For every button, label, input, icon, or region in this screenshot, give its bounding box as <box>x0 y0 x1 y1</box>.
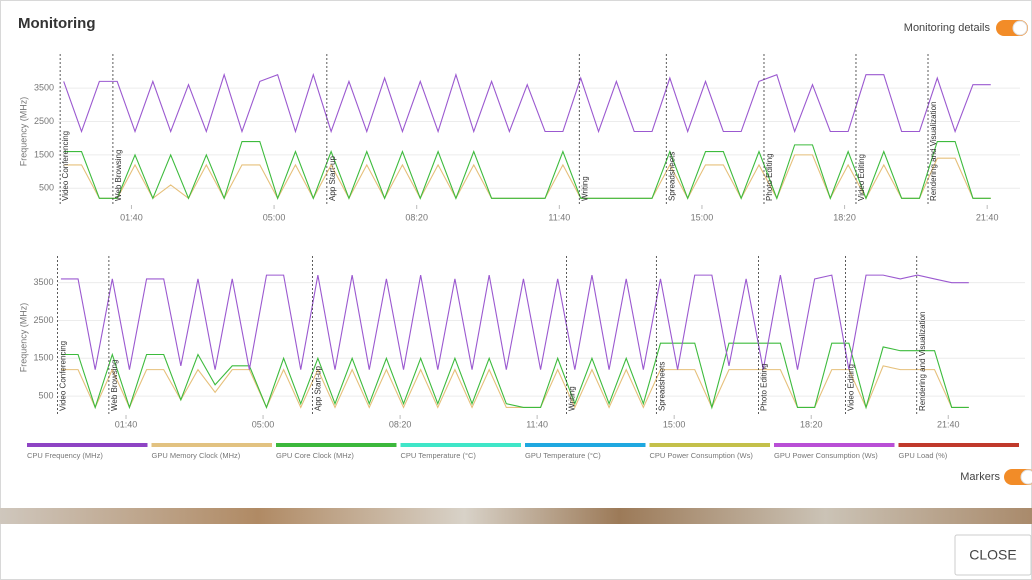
legend-swatch <box>525 443 646 447</box>
legend-label: GPU Load (%) <box>899 451 948 460</box>
marker-label: Photo Editing <box>765 153 774 201</box>
legend-label: GPU Temperature (°C) <box>525 451 601 460</box>
x-tick-label: 15:00 <box>663 419 686 429</box>
marker-label: Web Browsing <box>114 150 123 201</box>
marker-label: Video Editing <box>847 364 856 411</box>
marker-label: App Start-up <box>328 156 337 201</box>
toggle-knob <box>1020 469 1032 485</box>
marker-label: App Start-up <box>314 366 323 411</box>
legend-label: GPU Memory Clock (MHz) <box>152 451 241 460</box>
legend-swatch <box>151 443 272 447</box>
series-line <box>63 140 991 200</box>
marker-label: Video Editing <box>857 154 866 201</box>
marker-label: Rendering and Visualization <box>918 312 927 411</box>
x-tick-label: 01:40 <box>120 212 143 222</box>
y-tick-label: 2500 <box>34 116 54 126</box>
marker-label: Video Conferencing <box>61 131 70 201</box>
markers-toggle[interactable] <box>1004 469 1032 485</box>
toggle-label: Markers <box>960 471 1000 483</box>
legend-label: CPU Temperature (°C) <box>401 451 477 460</box>
legend-swatch <box>774 443 895 447</box>
background-image-strip <box>0 508 1032 524</box>
x-tick-label: 05:00 <box>263 212 286 222</box>
marker-label: Writing <box>568 386 577 411</box>
x-tick-label: 11:40 <box>548 212 570 222</box>
toggle-label: Monitoring details <box>904 22 991 34</box>
series-line <box>63 72 991 134</box>
monitoring-details-toggle[interactable] <box>996 20 1028 36</box>
legend-label: CPU Power Consumption (Ws) <box>650 451 754 460</box>
x-tick-label: 08:20 <box>389 419 412 429</box>
legend-swatch <box>27 443 148 447</box>
x-tick-label: 11:40 <box>526 419 548 429</box>
marker-label: Video Conferencing <box>59 341 68 411</box>
x-tick-label: 08:20 <box>405 212 428 222</box>
marker-label: Photo Editing <box>760 363 769 411</box>
series-line <box>60 342 969 410</box>
x-tick-label: 15:00 <box>691 212 714 222</box>
legend-label: GPU Power Consumption (Ws) <box>774 451 878 460</box>
close-button-label[interactable]: CLOSE <box>969 547 1016 563</box>
marker-label: Spreadsheets <box>657 362 666 411</box>
x-tick-label: 21:40 <box>937 419 960 429</box>
series-line <box>60 365 969 409</box>
marker-label: Rendering and Visualization <box>929 102 938 201</box>
close-button[interactable] <box>954 534 1032 576</box>
x-tick-label: 05:00 <box>252 419 275 429</box>
y-axis-label: Frequency (MHz) <box>18 303 28 373</box>
marker-label: Web Browsing <box>110 360 119 411</box>
y-tick-label: 500 <box>39 183 54 193</box>
x-tick-label: 01:40 <box>115 419 138 429</box>
marker-label: Writing <box>580 176 589 201</box>
y-tick-label: 2500 <box>33 315 53 325</box>
y-tick-label: 1500 <box>33 353 53 363</box>
legend-swatch <box>276 443 397 447</box>
legend-label: GPU Core Clock (MHz) <box>276 451 354 460</box>
x-tick-label: 18:20 <box>833 212 856 222</box>
y-tick-label: 500 <box>38 390 53 400</box>
y-tick-label: 1500 <box>34 149 54 159</box>
y-axis-label: Frequency (MHz) <box>18 97 28 167</box>
dialog-title: Monitoring <box>18 15 95 32</box>
x-tick-label: 21:40 <box>976 212 999 222</box>
legend-swatch <box>649 443 770 447</box>
toggle-knob <box>1012 20 1028 36</box>
x-tick-label: 18:20 <box>800 419 823 429</box>
legend-label: CPU Frequency (MHz) <box>27 451 103 460</box>
legend-swatch <box>898 443 1019 447</box>
y-tick-label: 3500 <box>34 82 54 92</box>
y-tick-label: 3500 <box>33 277 53 287</box>
series-line <box>60 274 969 370</box>
marker-label: Spreadsheets <box>667 152 676 201</box>
legend-swatch <box>400 443 521 447</box>
